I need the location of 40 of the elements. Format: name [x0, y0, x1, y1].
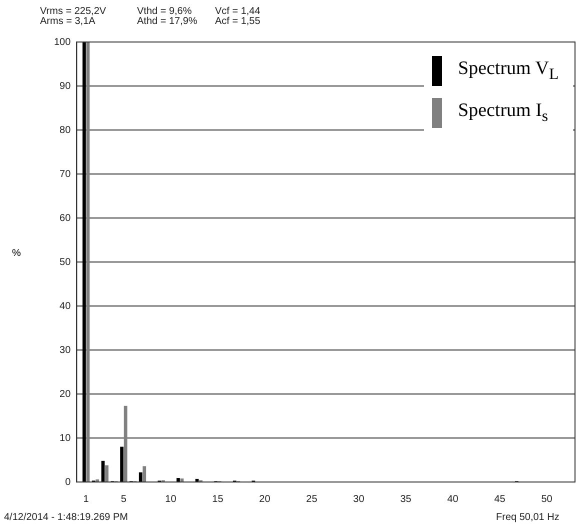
- legend-label: Spectrum I$_{s}$: [458, 100, 548, 126]
- y-tick-label: 80: [60, 124, 72, 136]
- y-tick-label: 50: [60, 256, 72, 268]
- x-tick-label: 40: [447, 494, 459, 505]
- text: Vrms = 225,2V: [40, 6, 106, 17]
- bar: [124, 406, 128, 482]
- bar: [120, 446, 124, 482]
- y-tick-label: 30: [60, 344, 72, 356]
- y-tick-label: 100: [54, 36, 72, 48]
- y-tick-label: 60: [60, 212, 72, 224]
- x-tick-label: 35: [400, 494, 412, 505]
- y-axis-title: %: [12, 248, 21, 259]
- y-tick-label: 20: [60, 388, 72, 400]
- bar: [105, 465, 108, 482]
- legend-label: Spectrum V$_{L}$: [458, 58, 559, 84]
- y-tick-label: 40: [60, 300, 72, 312]
- text: Vcf = 1,44: [215, 6, 260, 17]
- x-tick-label: 50: [541, 494, 553, 505]
- x-tick-label: 25: [306, 494, 318, 505]
- text: 4/12/2014 - 1:48:19.269 PM: [4, 512, 128, 523]
- text: Acf = 1,55: [215, 16, 260, 27]
- bar: [82, 42, 86, 482]
- text: Freq 50,01 Hz: [496, 512, 560, 523]
- y-tick-label: 10: [60, 432, 72, 444]
- x-tick-label: 5: [120, 494, 127, 505]
- text: Athd = 17,9%: [137, 16, 198, 27]
- x-tick-label: 10: [165, 494, 177, 505]
- text: Vthd = 9,6%: [137, 6, 192, 17]
- y-tick-label: 0: [65, 476, 72, 488]
- x-tick-label: 30: [353, 494, 365, 505]
- bar: [138, 472, 142, 482]
- x-tick-label: 15: [212, 494, 224, 505]
- bar: [176, 478, 180, 482]
- y-tick-label: 70: [60, 168, 72, 180]
- bar: [142, 466, 146, 482]
- x-tick-label: 45: [494, 494, 506, 505]
- x-tick-label: 20: [259, 494, 271, 505]
- y-tick-label: 90: [60, 80, 72, 92]
- text: Arms = 3,1A: [40, 16, 96, 27]
- x-tick-label: 1: [83, 494, 90, 505]
